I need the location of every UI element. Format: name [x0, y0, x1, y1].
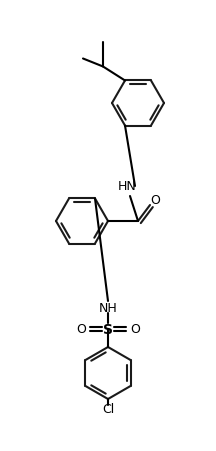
Text: O: O	[150, 194, 160, 207]
Text: O: O	[76, 323, 86, 336]
Text: HN: HN	[118, 180, 136, 193]
Text: O: O	[130, 323, 140, 336]
Text: S: S	[103, 322, 113, 336]
Text: NH: NH	[99, 301, 117, 314]
Text: Cl: Cl	[102, 403, 114, 415]
